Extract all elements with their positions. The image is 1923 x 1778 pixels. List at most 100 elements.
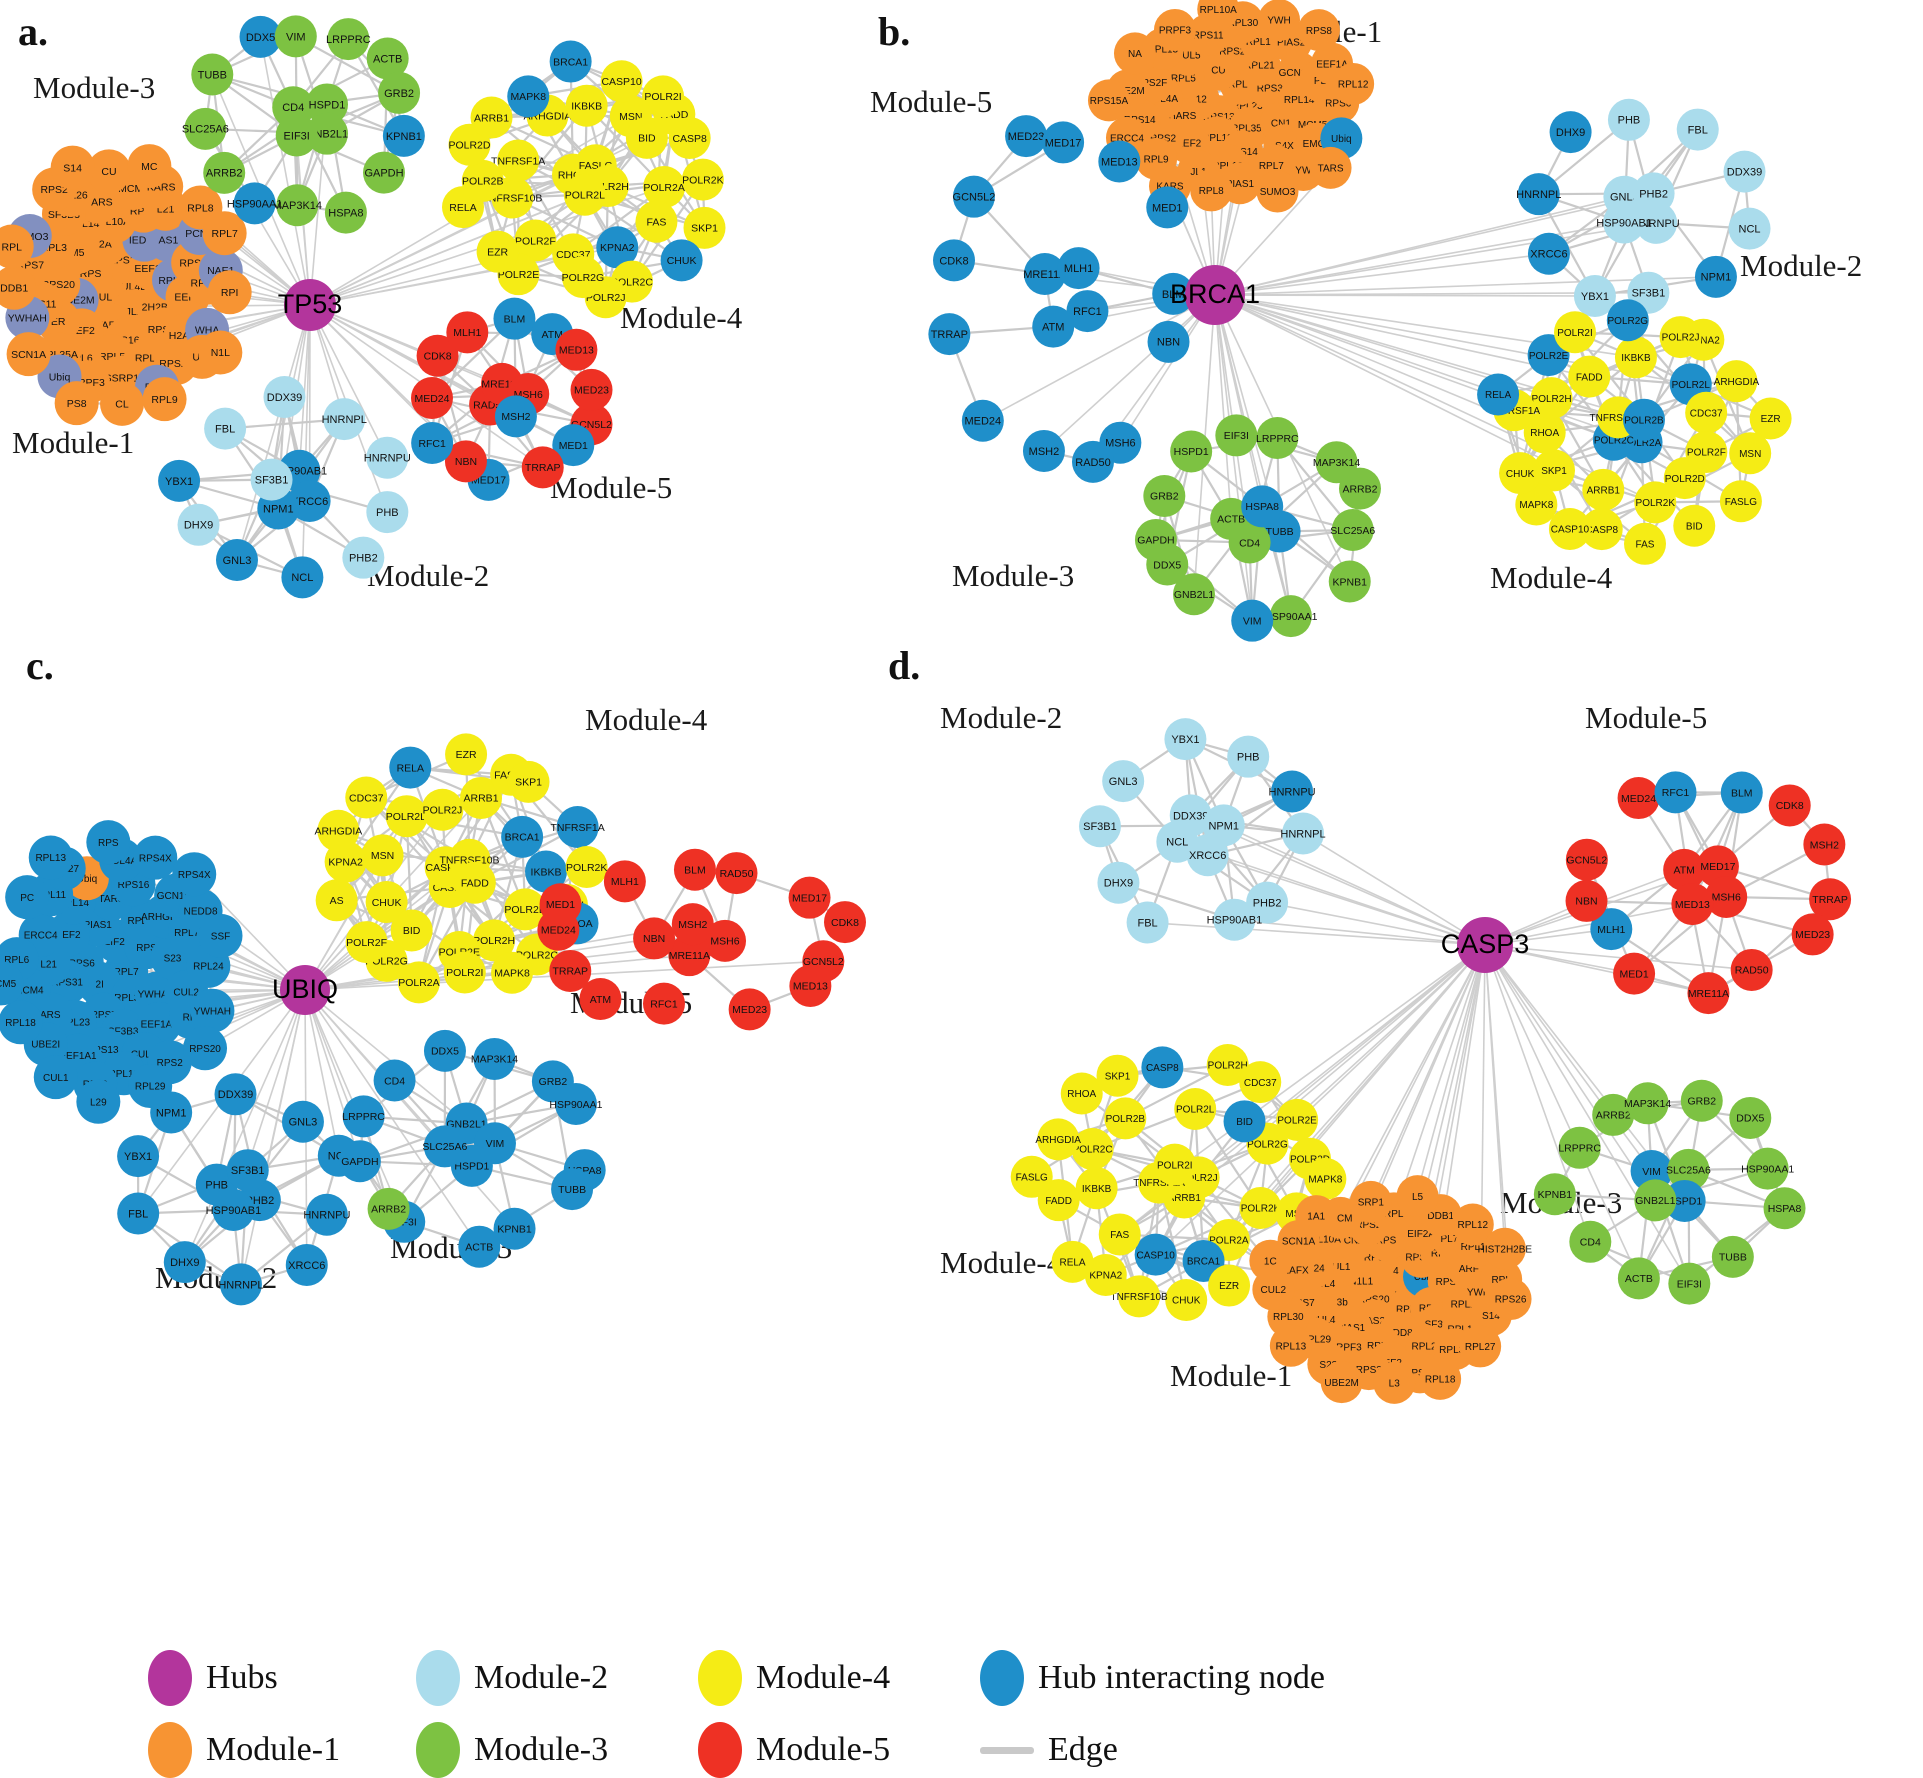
network-node[interactable]: SSF: [199, 914, 243, 958]
network-node[interactable]: POLR2I: [642, 75, 684, 117]
network-node[interactable]: SF3B1: [1079, 805, 1121, 847]
network-node[interactable]: TUBB: [1712, 1236, 1754, 1278]
network-node[interactable]: POLR2L: [564, 174, 606, 216]
network-node[interactable]: RPS8: [1298, 9, 1340, 51]
network-node[interactable]: YWHAH: [190, 989, 234, 1033]
network-node[interactable]: VIM: [275, 15, 317, 57]
network-node[interactable]: MSH2: [1803, 823, 1845, 865]
network-node[interactable]: POLR2B: [1623, 399, 1665, 441]
network-node[interactable]: EIF3I: [276, 114, 318, 156]
network-node[interactable]: GRB2: [378, 72, 420, 114]
network-node[interactable]: MED23: [1005, 115, 1047, 157]
network-node[interactable]: MSN: [1729, 432, 1771, 474]
network-node[interactable]: CHUK: [661, 239, 703, 281]
network-node[interactable]: IKBKB: [566, 85, 608, 127]
network-node[interactable]: TARS: [1310, 147, 1352, 189]
network-node[interactable]: GCN5L2: [953, 176, 996, 218]
network-node[interactable]: ARRB2: [1339, 468, 1381, 510]
network-node[interactable]: HSPA8: [325, 192, 367, 234]
network-node[interactable]: TUBB: [551, 1168, 593, 1210]
network-node[interactable]: TUBB: [191, 54, 233, 96]
network-node[interactable]: YBX1: [117, 1135, 159, 1177]
network-node[interactable]: POLR2J: [1660, 316, 1702, 358]
network-node[interactable]: IKBKB: [1076, 1167, 1118, 1209]
network-node[interactable]: POLR2I: [444, 951, 486, 993]
network-node[interactable]: POLR2F: [346, 921, 388, 963]
network-node[interactable]: CASP10: [601, 60, 643, 102]
network-node[interactable]: CASP10: [1135, 1234, 1177, 1276]
network-node[interactable]: NCL: [281, 556, 323, 598]
network-node[interactable]: ATM: [1032, 306, 1074, 348]
network-node[interactable]: AS: [316, 879, 358, 921]
network-node[interactable]: MED23: [571, 369, 613, 411]
network-node[interactable]: EZR: [1208, 1265, 1250, 1307]
network-node[interactable]: BRCA1: [550, 41, 592, 83]
network-node[interactable]: RPS20: [183, 1026, 227, 1070]
network-node[interactable]: SRP1: [1350, 1181, 1392, 1223]
network-node[interactable]: EIF3I: [1215, 414, 1257, 456]
network-node[interactable]: FASLG: [1011, 1156, 1053, 1198]
network-node[interactable]: NPM1: [150, 1092, 192, 1134]
network-node[interactable]: MED24: [1618, 777, 1660, 819]
network-node[interactable]: POLR2B: [1104, 1097, 1146, 1139]
network-node[interactable]: EZR: [477, 231, 519, 273]
network-node[interactable]: RPL9: [143, 377, 187, 421]
network-node[interactable]: RPL18: [1419, 1358, 1461, 1400]
network-node[interactable]: CHUK: [1165, 1279, 1207, 1321]
network-node[interactable]: NPM1: [1695, 256, 1737, 298]
network-node[interactable]: L5: [1397, 1175, 1439, 1217]
network-node[interactable]: RHOA: [1061, 1073, 1103, 1115]
network-node[interactable]: MED23: [1792, 913, 1834, 955]
network-node[interactable]: HNRNPU: [364, 437, 411, 479]
network-node[interactable]: RELA: [1477, 374, 1519, 416]
network-node[interactable]: ACTB: [458, 1226, 500, 1268]
network-node[interactable]: CASP8: [1141, 1046, 1183, 1088]
network-node[interactable]: MSH2: [672, 903, 714, 945]
network-node[interactable]: RPL13: [1270, 1325, 1312, 1367]
network-node[interactable]: GAPDH: [363, 152, 405, 194]
network-node[interactable]: HNRNPL: [1280, 812, 1325, 854]
network-node[interactable]: VIM: [1231, 600, 1273, 642]
network-node[interactable]: DHX9: [178, 504, 220, 546]
network-node[interactable]: MC: [127, 144, 171, 188]
network-node[interactable]: MED13: [789, 965, 831, 1007]
network-node[interactable]: HSPA8: [1764, 1187, 1806, 1229]
network-node[interactable]: HNRNPL: [1516, 173, 1561, 215]
network-node[interactable]: IKBKB: [1615, 336, 1657, 378]
network-node[interactable]: FAS: [1099, 1213, 1141, 1255]
network-node[interactable]: GNL3: [282, 1101, 324, 1143]
network-node[interactable]: CD4: [1569, 1221, 1611, 1263]
network-node[interactable]: XRCC6: [286, 1244, 328, 1286]
network-node[interactable]: POLR2I: [1154, 1144, 1196, 1186]
network-node[interactable]: YBX1: [158, 460, 200, 502]
network-node[interactable]: MED1: [1613, 953, 1655, 995]
network-node[interactable]: RELA: [1052, 1241, 1094, 1283]
network-node[interactable]: CDK8: [933, 239, 975, 281]
network-node[interactable]: MAP3K14: [273, 184, 323, 226]
network-node[interactable]: GRB2: [1681, 1080, 1723, 1122]
network-node[interactable]: N1L: [198, 330, 242, 374]
network-node[interactable]: FBL: [117, 1193, 159, 1235]
network-node[interactable]: GAPDH: [1135, 519, 1177, 561]
network-node[interactable]: GNL3: [216, 539, 258, 581]
network-node[interactable]: RFC1: [411, 422, 453, 464]
network-node[interactable]: ARRB1: [1582, 469, 1624, 511]
network-node[interactable]: MED24: [962, 400, 1004, 442]
network-node[interactable]: LRPPRC: [342, 1095, 385, 1137]
network-node[interactable]: MRE11A: [1687, 972, 1729, 1014]
network-node[interactable]: MLH1: [604, 860, 646, 902]
network-node[interactable]: DDX39: [215, 1073, 257, 1115]
network-node[interactable]: ARRB2: [368, 1188, 410, 1230]
network-node[interactable]: RPL12: [1332, 63, 1374, 105]
network-node[interactable]: MED13: [1671, 883, 1713, 925]
network-node[interactable]: CL: [100, 382, 144, 426]
network-node[interactable]: FBL: [1127, 902, 1169, 944]
network-node[interactable]: RPI: [208, 270, 252, 314]
network-node[interactable]: KPNB1: [1534, 1173, 1576, 1215]
network-node[interactable]: PHB: [1608, 99, 1650, 141]
network-node[interactable]: CUL1: [34, 1055, 78, 1099]
network-node[interactable]: MSH2: [1023, 430, 1065, 472]
network-node[interactable]: RPL8: [1190, 169, 1232, 211]
network-node[interactable]: XRCC6: [1187, 834, 1229, 876]
network-node[interactable]: BLM: [674, 849, 716, 891]
